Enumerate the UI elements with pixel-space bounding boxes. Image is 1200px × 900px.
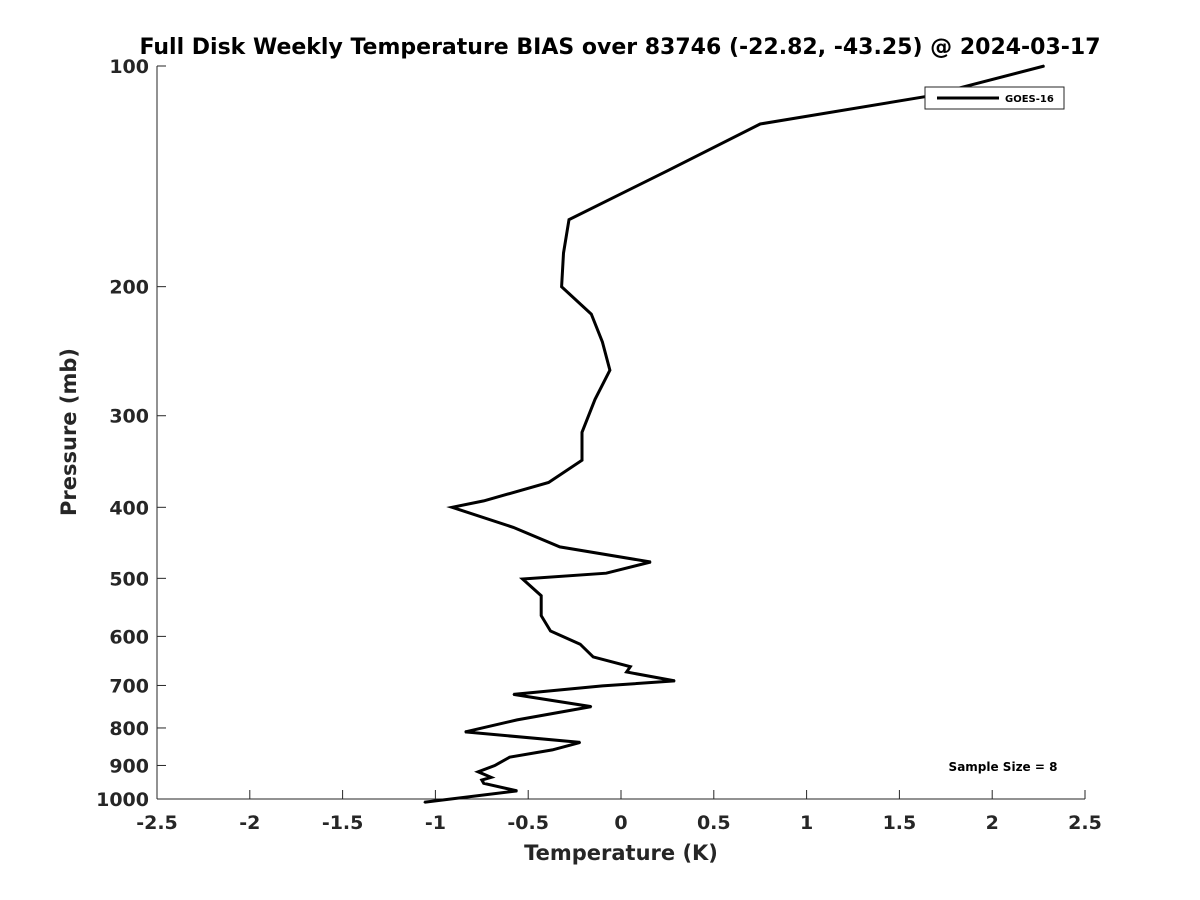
data-point xyxy=(482,782,485,785)
x-tick-label: 2.5 xyxy=(1068,812,1102,834)
data-point xyxy=(549,630,552,632)
data-point xyxy=(594,398,596,401)
y-axis-ticks: 100 200 300 400 500 600 700 800 900 1000 xyxy=(96,56,166,811)
data-point xyxy=(560,285,563,288)
y-tick-label: 200 xyxy=(109,277,149,299)
data-point xyxy=(540,614,542,617)
plot-axes xyxy=(156,66,1085,800)
data-point xyxy=(547,481,550,484)
data-point xyxy=(625,671,628,673)
x-tick-label: 0 xyxy=(614,812,627,834)
data-point xyxy=(649,561,652,563)
data-point xyxy=(605,572,607,574)
data-point xyxy=(581,431,583,434)
data-point xyxy=(451,506,453,509)
data-point xyxy=(592,656,594,658)
data-point xyxy=(629,665,632,668)
x-tick-label: 2 xyxy=(986,812,999,834)
data-point xyxy=(512,693,515,696)
plot-area xyxy=(157,66,1085,799)
y-tick-label: 800 xyxy=(109,718,149,740)
data-point xyxy=(759,123,761,125)
data-point xyxy=(508,756,511,758)
data-point xyxy=(666,170,669,172)
data-point xyxy=(521,578,524,580)
x-tick-label: -2.5 xyxy=(136,812,178,834)
data-point xyxy=(579,643,581,645)
data-point xyxy=(609,369,611,372)
data-point xyxy=(540,594,542,597)
chart-title: Full Disk Weekly Temperature BIAS over 8… xyxy=(139,35,1100,60)
legend: GOES-16 xyxy=(924,86,1065,110)
x-tick-label: -2 xyxy=(239,812,260,834)
data-point xyxy=(562,252,565,254)
y-tick-label: 100 xyxy=(109,56,149,78)
data-point xyxy=(423,801,426,803)
data-point xyxy=(482,500,485,502)
y-axis-label: Pressure (mb) xyxy=(57,348,81,516)
y-tick-label: 600 xyxy=(109,626,149,648)
y-tick-label: 1000 xyxy=(96,789,149,811)
x-axis-label: Temperature (K) xyxy=(524,841,718,865)
y-tick-label: 900 xyxy=(109,755,149,777)
data-point xyxy=(551,749,554,751)
data-point xyxy=(590,313,593,315)
data-point xyxy=(674,680,676,682)
x-tick-label: -1.5 xyxy=(322,812,364,834)
data-point xyxy=(464,731,466,733)
data-point xyxy=(579,741,581,744)
series-layer xyxy=(423,64,1045,804)
data-point xyxy=(477,771,479,773)
legend-label-goes-16: GOES-16 xyxy=(1005,94,1054,105)
data-point xyxy=(1043,65,1045,67)
x-tick-label: -0.5 xyxy=(507,812,549,834)
data-point xyxy=(581,459,583,462)
x-tick-label: 0.5 xyxy=(697,812,731,834)
series-line-goes-16 xyxy=(424,64,1045,804)
x-tick-label: 1 xyxy=(800,812,813,834)
y-tick-label: 400 xyxy=(109,497,149,519)
data-point xyxy=(568,218,570,221)
data-point xyxy=(601,685,604,687)
y-tick-label: 700 xyxy=(109,675,149,697)
data-point xyxy=(481,779,483,781)
x-tick-label: -1 xyxy=(425,812,446,834)
data-point xyxy=(559,546,561,548)
data-point xyxy=(516,719,518,721)
y-tick-label: 300 xyxy=(109,406,149,428)
sample-size-annotation: Sample Size = 8 xyxy=(949,760,1058,774)
data-point xyxy=(512,526,515,529)
data-point xyxy=(590,705,593,708)
x-axis-ticks: -2.5 -2 -1.5 -1 -0.5 0 0.5 1 1.5 2 2.5 xyxy=(136,790,1102,834)
data-point xyxy=(516,790,518,792)
data-point xyxy=(494,764,496,767)
x-tick-label: 1.5 xyxy=(883,812,917,834)
data-point xyxy=(601,341,604,343)
data-point xyxy=(490,776,492,779)
y-tick-label: 500 xyxy=(109,568,149,590)
